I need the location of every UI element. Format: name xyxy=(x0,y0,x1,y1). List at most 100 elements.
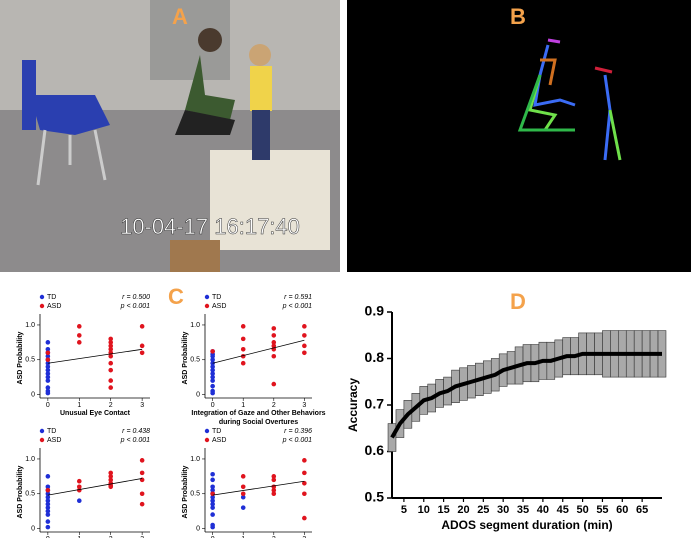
legend-swatch xyxy=(40,304,44,308)
data-point xyxy=(77,498,82,503)
panel-label: B xyxy=(510,4,526,29)
x-tick-label: 35 xyxy=(517,504,529,516)
y-tick-label: 0.5 xyxy=(190,491,200,498)
x-axis-label: ADOS segment duration (min) xyxy=(441,518,612,532)
y-tick-label: 1.0 xyxy=(25,322,35,329)
data-point xyxy=(210,472,215,477)
legend-label: TD xyxy=(212,428,221,435)
data-point xyxy=(210,505,215,510)
data-point xyxy=(77,324,82,329)
data-point xyxy=(241,337,246,342)
data-point xyxy=(271,491,276,496)
legend-label: ASD xyxy=(47,303,61,310)
data-point xyxy=(210,349,215,354)
x-tick-label: 2 xyxy=(109,402,113,409)
legend-label: ASD xyxy=(212,303,226,310)
data-point xyxy=(108,484,113,489)
data-point xyxy=(271,354,276,359)
annotation: p < 0.001 xyxy=(282,303,312,310)
legend-label: TD xyxy=(212,294,221,301)
x-tick-label: 15 xyxy=(437,504,449,516)
legend-swatch xyxy=(205,304,209,308)
y-axis-label: ASD Probability xyxy=(182,465,189,518)
y-tick-label: 1.0 xyxy=(190,456,200,463)
legend-swatch xyxy=(40,438,44,442)
data-point xyxy=(302,471,307,476)
data-point xyxy=(46,519,51,524)
annotation: p < 0.001 xyxy=(120,437,150,444)
data-point xyxy=(302,350,307,355)
data-point xyxy=(77,340,82,345)
data-point xyxy=(302,324,307,329)
scatter-plot: 00.51.00123ASD ProbabilityUnusual Eye Co… xyxy=(17,294,150,417)
y-tick-label: 0.5 xyxy=(190,357,200,364)
legend-swatch xyxy=(40,295,44,299)
legend-swatch xyxy=(40,429,44,433)
legend-swatch xyxy=(205,429,209,433)
data-point xyxy=(46,391,51,396)
annotation: r = 0.500 xyxy=(122,294,150,301)
data-point xyxy=(77,333,82,338)
x-tick-label: 3 xyxy=(302,402,306,409)
data-point xyxy=(140,502,145,507)
x-tick-label: 40 xyxy=(537,504,549,516)
legend-label: TD xyxy=(47,294,56,301)
data-point xyxy=(46,512,51,517)
data-point xyxy=(210,378,215,383)
x-axis-label: Integration of Gaze and Other Behaviors xyxy=(191,410,325,417)
y-tick-label: 0 xyxy=(31,391,35,398)
data-point xyxy=(46,357,51,362)
figure: 10-04-17 16:17:40 A B C D 00.51.00123ASD… xyxy=(0,0,691,538)
fit-line xyxy=(48,478,142,495)
y-tick-label: 1.0 xyxy=(190,322,200,329)
data-point xyxy=(46,378,51,383)
x-tick-label: 10 xyxy=(418,504,430,516)
y-tick-label: 0 xyxy=(196,525,200,532)
data-point xyxy=(210,512,215,517)
skeleton-frame: B xyxy=(347,0,691,272)
y-tick-label: 0.7 xyxy=(365,396,385,412)
y-tick-label: 0.5 xyxy=(25,491,35,498)
data-point xyxy=(241,324,246,329)
data-point xyxy=(77,488,82,493)
x-axis-label: during Social Overtures xyxy=(219,419,298,426)
x-tick-label: 0 xyxy=(211,402,215,409)
annotation: r = 0.438 xyxy=(122,428,150,435)
data-point xyxy=(140,350,145,355)
x-tick-label: 1 xyxy=(241,402,245,409)
data-point xyxy=(140,344,145,349)
y-tick-label: 0.8 xyxy=(365,349,385,365)
x-tick-label: 45 xyxy=(557,504,569,516)
legend-label: TD xyxy=(47,428,56,435)
annotation: r = 0.396 xyxy=(284,428,312,435)
legend-label: ASD xyxy=(212,437,226,444)
x-axis-label: Unusual Eye Contact xyxy=(60,410,131,417)
legend-swatch xyxy=(205,295,209,299)
annotation: p < 0.001 xyxy=(120,303,150,310)
charts: 0 0.5 1.0 0 1 2 3 ASD Probability Unusual Eye Co… xyxy=(17,294,666,538)
legend-swatch xyxy=(205,438,209,442)
panel-label: D xyxy=(510,289,526,314)
data-point xyxy=(140,478,145,483)
data-point xyxy=(241,505,246,510)
data-point xyxy=(241,347,246,352)
y-tick-label: 0.9 xyxy=(365,303,385,319)
y-tick-label: 1.0 xyxy=(25,456,35,463)
x-tick-label: 25 xyxy=(477,504,489,516)
data-point xyxy=(108,361,113,366)
data-point xyxy=(241,484,246,489)
data-point xyxy=(271,478,276,483)
data-point xyxy=(46,488,51,493)
data-point xyxy=(46,525,51,530)
data-point xyxy=(77,479,82,484)
data-point xyxy=(46,340,51,345)
page: {"panels": {"a": "A", "b": "B", "c": "C"… xyxy=(0,0,691,538)
data-point xyxy=(210,525,215,530)
y-tick-label: 0 xyxy=(196,391,200,398)
x-tick-label: 65 xyxy=(636,504,648,516)
y-axis-label: Accuracy xyxy=(346,378,360,432)
x-tick-label: 0 xyxy=(46,402,50,409)
panel-label: C xyxy=(168,284,184,309)
fit-line xyxy=(213,340,305,363)
data-point xyxy=(108,368,113,373)
